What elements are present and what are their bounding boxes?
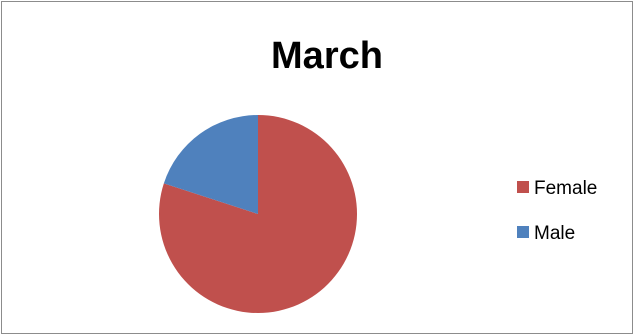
pie-slice-male (163, 115, 258, 214)
legend: Female Male (517, 178, 597, 244)
legend-label-female: Female (534, 178, 597, 199)
pie-slices (159, 115, 358, 313)
chart-title: March (271, 35, 383, 77)
legend-swatch-female (517, 181, 529, 193)
pie-slice-female (159, 115, 358, 313)
legend-swatch-male (517, 226, 529, 238)
legend-label-male: Male (534, 223, 575, 244)
